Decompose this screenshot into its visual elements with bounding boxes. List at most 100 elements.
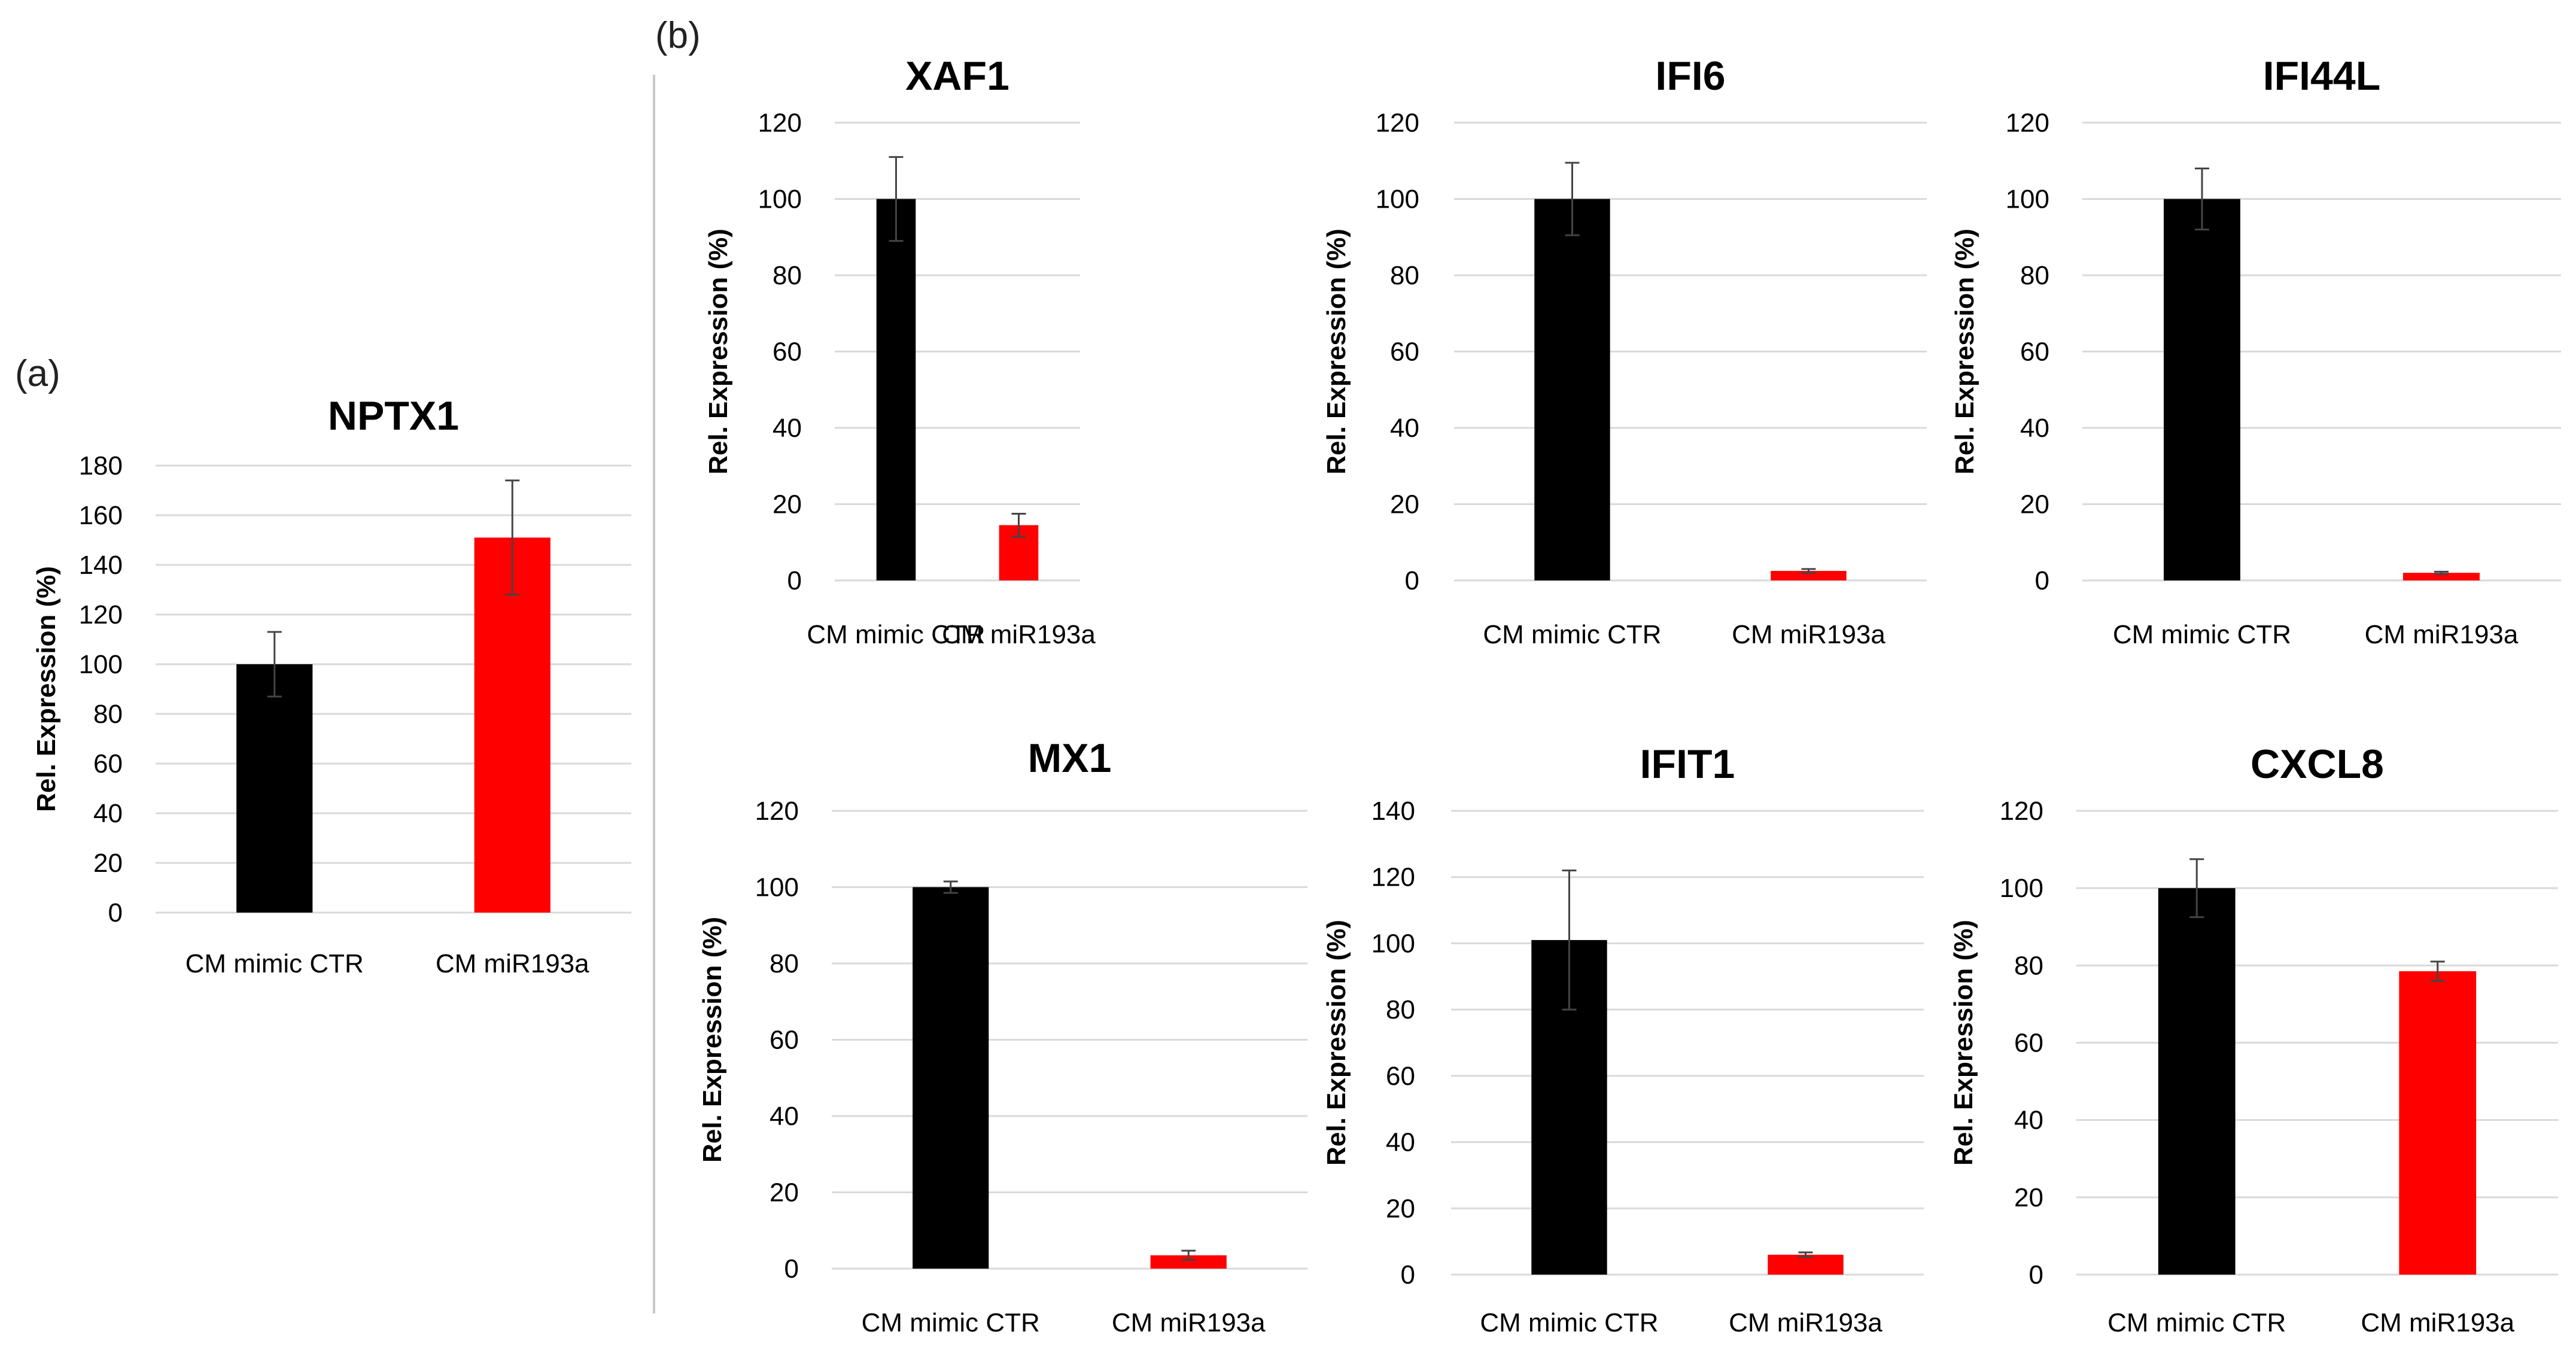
y-tick-label: 40: [93, 799, 123, 828]
bar: [2164, 199, 2240, 580]
y-tick-label: 120: [1376, 108, 1419, 138]
y-tick-label: 20: [1390, 490, 1419, 519]
y-axis-title: Rel. Expression (%): [1322, 229, 1351, 475]
bar: [2399, 971, 2477, 1275]
y-tick-label: 40: [2014, 1106, 2043, 1135]
chart-title: CXCL8: [2250, 741, 2384, 787]
y-tick-label: 60: [1390, 338, 1419, 367]
charts-group: NPTX1 0 20 40 60 80 100 120 140 160 180 Rel. Expres…: [32, 53, 2561, 1337]
chart-ifi44l: IFI44L 0 20 40 60 80 100 120 Rel. Expression (%)…: [1950, 53, 2561, 649]
y-tick-label: 120: [2006, 108, 2049, 138]
y-tick-label: 80: [2014, 951, 2043, 980]
y-tick-label: 120: [79, 600, 123, 630]
y-tick-label: 120: [1371, 863, 1415, 892]
x-category-label: CM miR193a: [1732, 620, 1885, 649]
y-axis-title: Rel. Expression (%): [32, 566, 61, 812]
y-tick-label: 0: [2029, 1260, 2043, 1290]
y-tick-label: 60: [770, 1026, 799, 1055]
bar: [2403, 573, 2480, 580]
y-tick-label: 100: [758, 185, 802, 214]
y-tick-label: 20: [1386, 1194, 1415, 1223]
x-category-label: CM mimic CTR: [807, 620, 985, 649]
x-category-label: CM mimic CTR: [185, 949, 364, 978]
chart-xaf1: XAF1 0 20 40 60 80 100 120 Rel. Expression (%) CM…: [704, 53, 1096, 649]
y-tick-label: 120: [2000, 796, 2043, 826]
y-tick-label: 80: [2020, 261, 2049, 290]
y-tick-label: 40: [773, 414, 802, 443]
x-category-label: CM miR193a: [436, 949, 589, 978]
y-tick-label: 60: [1386, 1062, 1415, 1091]
chart-ifit1: IFIT1 0 20 40 60 80 100 120 140 Rel. Expression (…: [1322, 741, 1924, 1337]
chart-title: IFI44L: [2263, 53, 2381, 99]
y-tick-label: 60: [2020, 338, 2049, 367]
chart-mx1: MX1 0 20 40 60 80 100 120 Rel. Expression (%) CM …: [698, 735, 1307, 1337]
bar: [1150, 1255, 1227, 1269]
y-tick-label: 100: [755, 873, 799, 902]
y-tick-label: 20: [773, 490, 802, 519]
y-tick-label: 100: [79, 650, 123, 679]
y-axis-title: Rel. Expression (%): [704, 229, 733, 475]
chart-title: MX1: [1028, 735, 1112, 781]
y-tick-label: 160: [79, 501, 123, 530]
y-tick-label: 80: [770, 949, 799, 978]
x-category-label: CM miR193a: [2361, 1308, 2514, 1337]
chart-title: IFIT1: [1640, 741, 1735, 787]
y-tick-label: 100: [1376, 185, 1419, 214]
bar: [1768, 1254, 1844, 1275]
chart-cxcl8: CXCL8 0 20 40 60 80 100 120 Rel. Expression (%) C…: [1949, 741, 2558, 1337]
x-category-label: CM mimic CTR: [1483, 620, 1661, 649]
y-axis-title: Rel. Expression (%): [1949, 920, 1978, 1166]
y-tick-label: 0: [2035, 566, 2049, 595]
bar: [2158, 888, 2236, 1275]
y-tick-label: 40: [1390, 414, 1419, 443]
y-tick-label: 60: [93, 749, 123, 779]
y-tick-label: 20: [93, 849, 123, 878]
y-tick-label: 20: [2014, 1183, 2043, 1212]
y-tick-label: 40: [770, 1102, 799, 1131]
y-tick-label: 40: [2020, 414, 2049, 443]
y-tick-label: 20: [2020, 490, 2049, 519]
x-category-label: CM miR193a: [1112, 1308, 1266, 1337]
y-axis-title: Rel. Expression (%): [698, 917, 727, 1163]
bar: [1534, 199, 1610, 580]
x-category-label: CM miR193a: [1729, 1308, 1882, 1337]
y-tick-label: 60: [2014, 1029, 2043, 1058]
y-tick-label: 140: [1371, 796, 1415, 826]
y-tick-label: 120: [755, 796, 799, 826]
bar: [1771, 571, 1847, 580]
y-tick-label: 100: [2006, 185, 2049, 214]
chart-title: IFI6: [1655, 53, 1725, 99]
y-tick-label: 80: [773, 261, 802, 290]
y-tick-label: 80: [1386, 995, 1415, 1024]
chart-title: NPTX1: [328, 393, 459, 439]
x-category-label: CM miR193a: [942, 620, 1096, 649]
y-tick-label: 60: [773, 338, 802, 367]
x-category-label: CM mimic CTR: [862, 1308, 1040, 1337]
x-category-label: CM mimic CTR: [2113, 620, 2291, 649]
bar: [236, 664, 313, 913]
y-tick-label: 120: [758, 108, 802, 138]
bar: [876, 199, 916, 580]
y-tick-label: 180: [79, 451, 123, 481]
y-tick-label: 0: [1401, 1260, 1415, 1290]
y-tick-label: 20: [770, 1178, 799, 1208]
chart-nptx1: NPTX1 0 20 40 60 80 100 120 140 160 180 Rel. Expres…: [32, 393, 631, 978]
y-tick-label: 140: [79, 551, 123, 580]
y-tick-label: 100: [1371, 929, 1415, 958]
y-tick-label: 0: [784, 1254, 799, 1284]
y-tick-label: 100: [2000, 874, 2043, 903]
y-tick-label: 0: [108, 898, 123, 928]
x-category-label: CM mimic CTR: [1480, 1308, 1658, 1337]
chart-ifi6: IFI6 0 20 40 60 80 100 120 Rel. Expression (%) CM…: [1322, 53, 1927, 649]
y-tick-label: 0: [1405, 566, 1419, 595]
x-category-label: CM mimic CTR: [2107, 1308, 2286, 1337]
y-axis-title: Rel. Expression (%): [1950, 229, 1979, 475]
y-tick-label: 40: [1386, 1128, 1415, 1157]
panel-label-a: (a): [15, 353, 60, 394]
panel-label-b: (b): [655, 15, 701, 56]
y-axis-title: Rel. Expression (%): [1322, 920, 1351, 1166]
bar: [474, 537, 551, 913]
x-category-label: CM miR193a: [2365, 620, 2519, 649]
chart-title: XAF1: [905, 53, 1009, 99]
